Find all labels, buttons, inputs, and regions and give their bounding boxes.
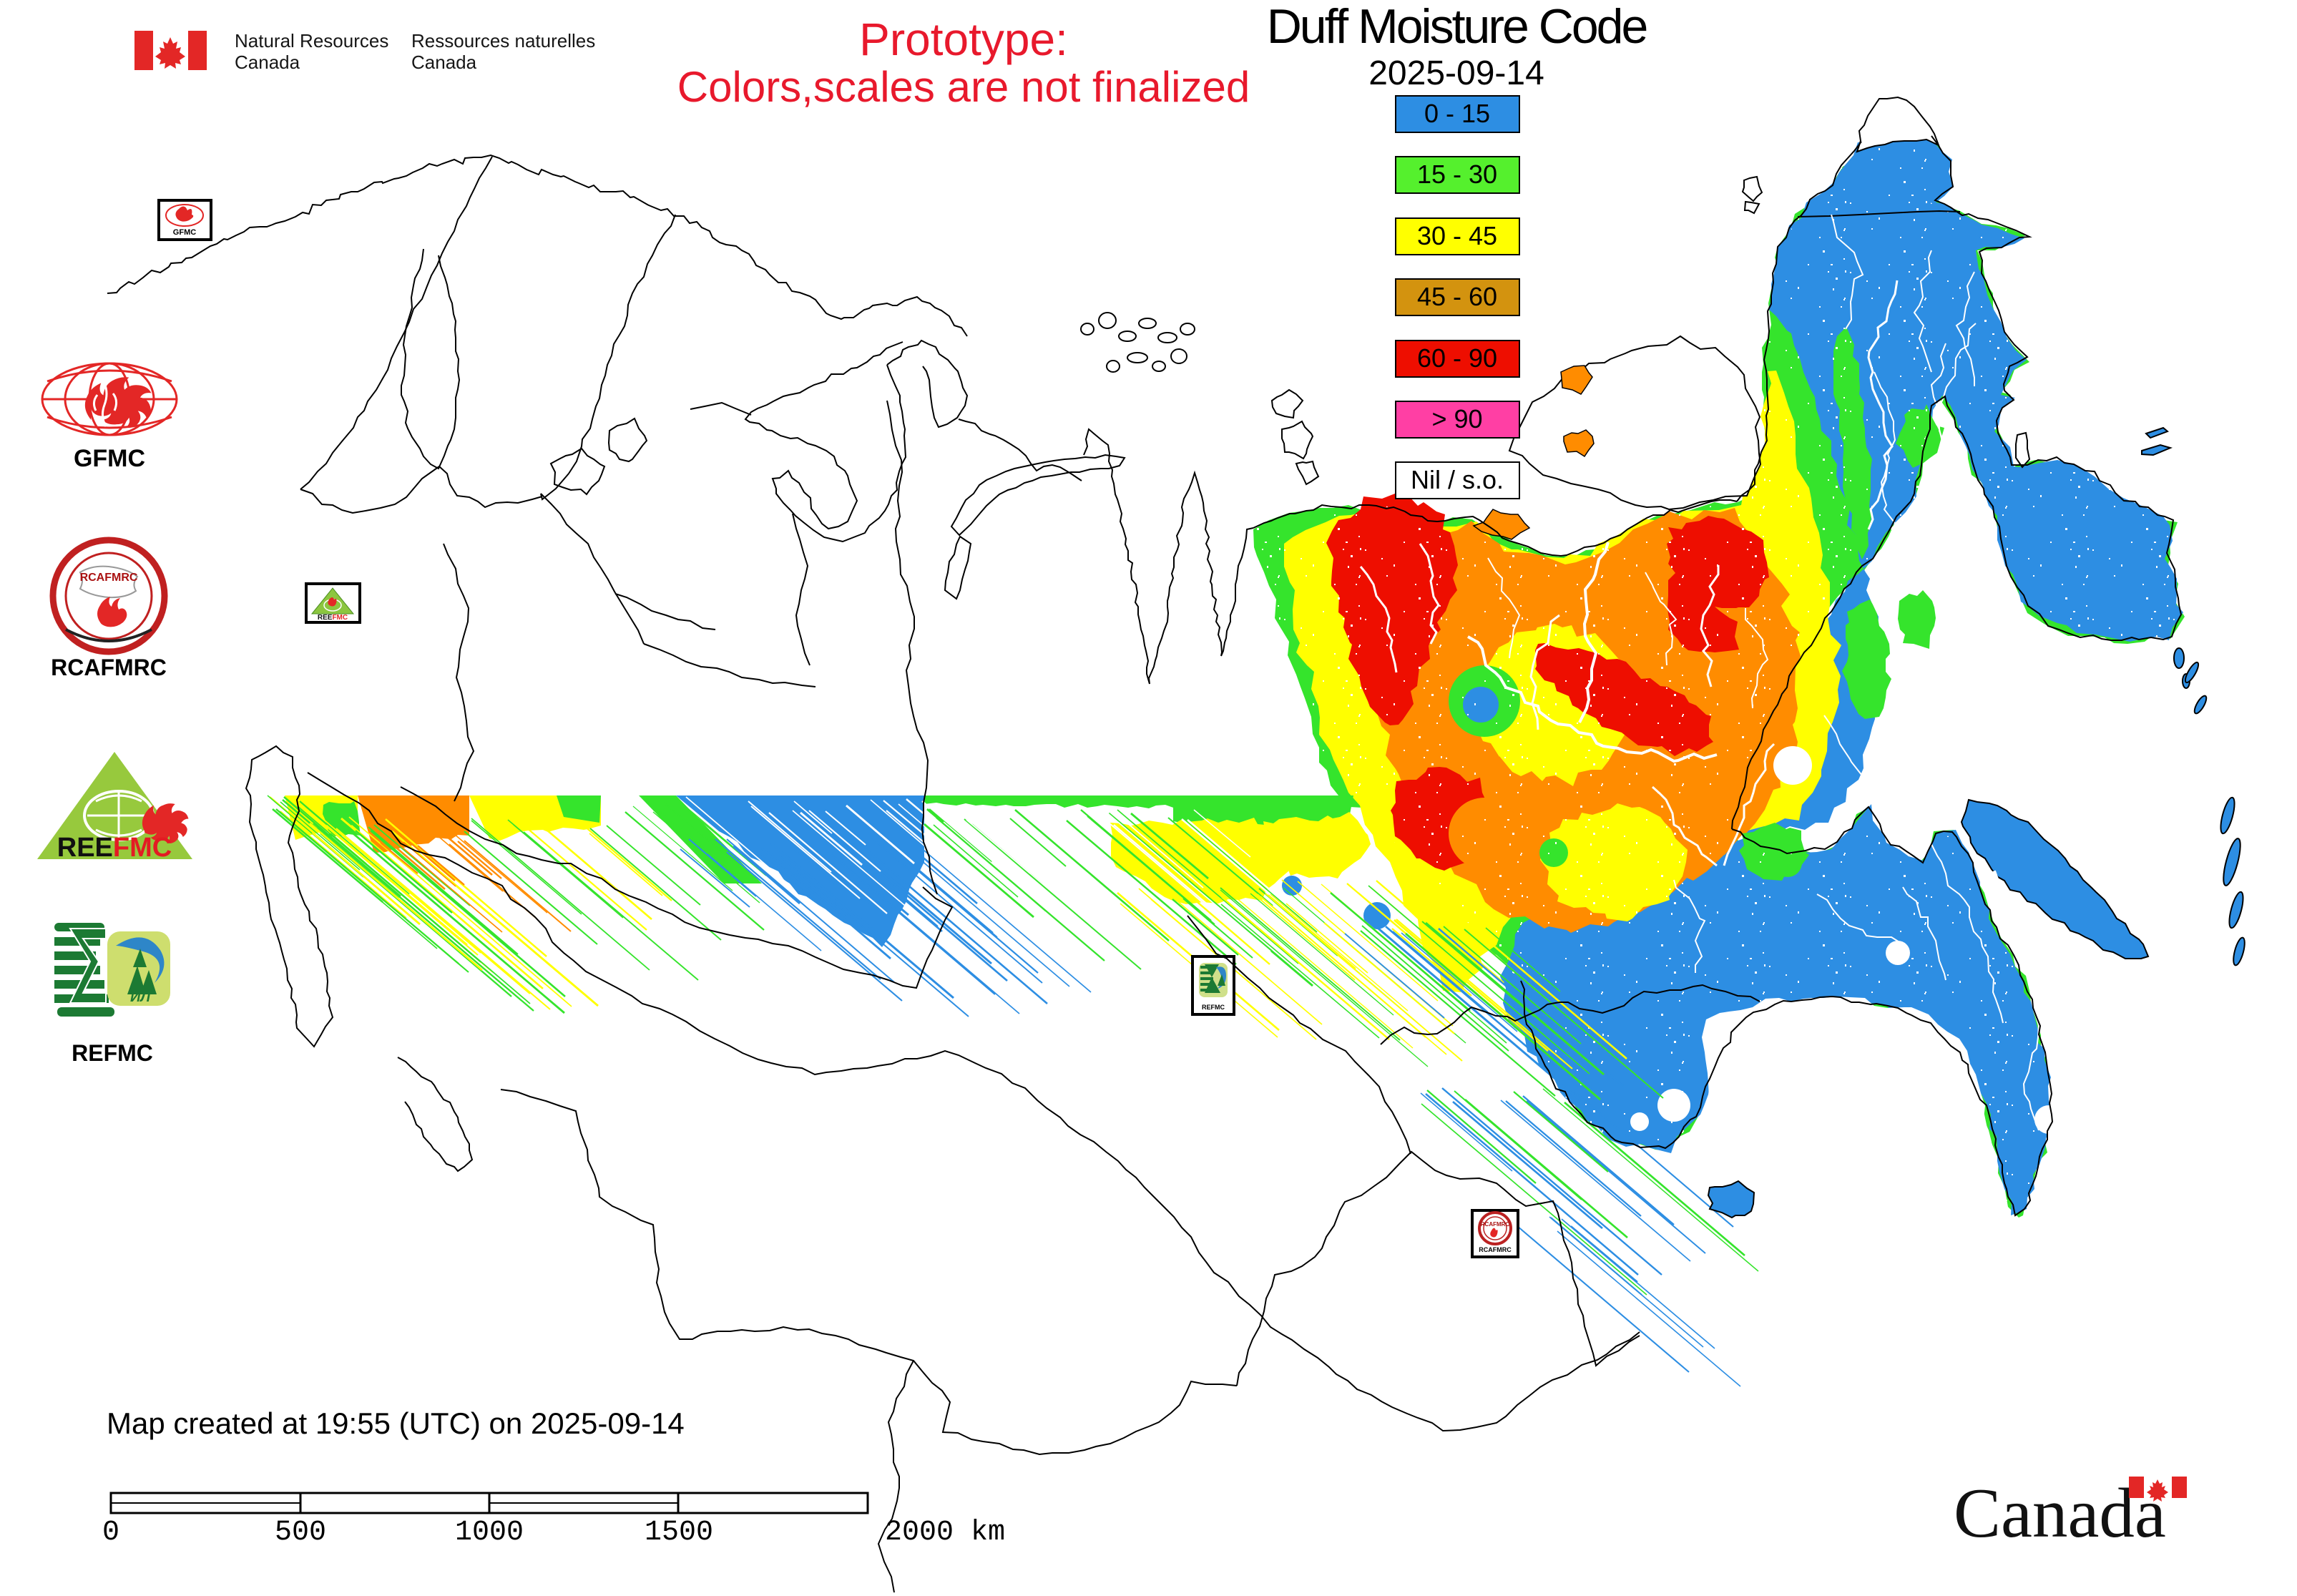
svg-text:Canada: Canada [235,52,300,73]
svg-text:RCAFMRC: RCAFMRC [1481,1221,1510,1228]
svg-text:RCAFMRC: RCAFMRC [1479,1246,1512,1253]
svg-text:45 - 60: 45 - 60 [1417,282,1497,311]
svg-text:REEFMC: REEFMC [57,833,172,863]
svg-text:Nil / s.o.: Nil / s.o. [1411,465,1504,494]
svg-text:2025-09-14: 2025-09-14 [1368,54,1544,92]
svg-text:> 90: > 90 [1431,404,1482,434]
svg-text:1500: 1500 [645,1517,713,1549]
svg-text:Duff Moisture Code: Duff Moisture Code [1267,0,1647,54]
svg-text:60 - 90: 60 - 90 [1417,343,1497,373]
svg-text:GFMC: GFMC [74,445,145,472]
svg-text:500: 500 [275,1517,326,1549]
svg-text:Natural Resources: Natural Resources [235,30,388,52]
svg-text:15 - 30: 15 - 30 [1417,160,1497,189]
svg-text:Canada: Canada [411,52,477,73]
svg-text:GFMC: GFMC [173,228,196,237]
svg-text:0 - 15: 0 - 15 [1424,99,1490,128]
svg-text:Map created at 19:55 (UTC) on: Map created at 19:55 (UTC) on 2025-09-14 [107,1406,685,1440]
svg-text:REEFMC: REEFMC [318,614,348,622]
svg-text:Prototype:: Prototype: [859,14,1068,65]
svg-text:Ressources naturelles: Ressources naturelles [411,30,595,52]
svg-text:1000: 1000 [455,1517,524,1549]
svg-text:RCAFMRC: RCAFMRC [80,572,138,584]
svg-text:ИЛ: ИЛ [130,989,151,1005]
svg-text:REFMC: REFMC [1202,1004,1225,1011]
svg-text:0: 0 [102,1517,119,1549]
svg-text:2000 km: 2000 km [885,1517,1005,1549]
svg-text:Colors,scales are not finalize: Colors,scales are not finalized [677,63,1250,111]
svg-text:RCAFMRC: RCAFMRC [51,655,167,680]
svg-text:REFMC: REFMC [72,1040,153,1066]
svg-text:30 - 45: 30 - 45 [1417,221,1497,250]
